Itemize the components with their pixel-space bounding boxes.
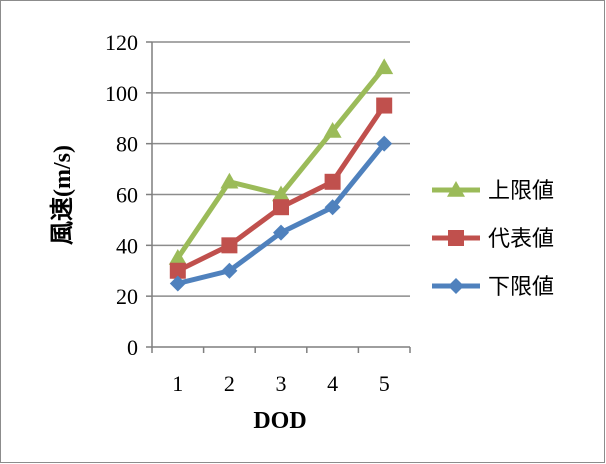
y-tick-label: 40 <box>116 233 138 258</box>
legend-label: 代表値 <box>488 227 554 252</box>
data-point <box>220 172 239 189</box>
series-lines <box>168 58 394 292</box>
x-tick-label: 3 <box>276 371 287 396</box>
legend-item: 下限値 <box>432 275 554 300</box>
data-point <box>221 262 238 279</box>
data-point <box>169 262 186 279</box>
legend-marker <box>447 181 465 197</box>
data-point <box>324 199 341 216</box>
x-tick-label: 2 <box>224 371 235 396</box>
x-tick-label: 4 <box>327 371 338 396</box>
legend-item: 代表値 <box>432 227 554 252</box>
legend-marker <box>448 278 464 294</box>
series-3 <box>169 135 393 292</box>
x-tick-label: 5 <box>379 371 390 396</box>
data-point <box>376 135 393 152</box>
legend-label: 下限値 <box>488 275 554 300</box>
data-point <box>323 121 342 138</box>
data-point <box>169 275 186 292</box>
y-axis-title: 風速(m/s) <box>49 145 76 245</box>
axes: 0 20 40 60 80 100 120 1 2 3 4 5 <box>105 30 411 396</box>
data-point <box>376 97 393 114</box>
y-tick-label: 20 <box>116 284 138 309</box>
legend-label: 上限値 <box>488 179 554 204</box>
data-point <box>272 185 290 202</box>
y-tick-label: 120 <box>105 30 138 55</box>
y-tick-label: 0 <box>127 335 138 360</box>
data-point <box>273 199 289 216</box>
legend-marker <box>448 230 464 246</box>
axis-labels: DOD 風速(m/s) <box>49 145 307 434</box>
series-2 <box>169 97 393 279</box>
x-tick-label: 1 <box>172 371 183 396</box>
y-tick-label: 100 <box>105 81 138 106</box>
data-point <box>168 249 187 265</box>
series-1 <box>168 58 394 265</box>
legend-item: 上限値 <box>432 179 554 204</box>
y-tick-label: 60 <box>116 183 138 208</box>
data-point <box>324 173 341 190</box>
data-point <box>273 224 289 241</box>
y-tick-label: 80 <box>116 132 138 157</box>
gridlines <box>152 41 410 297</box>
data-point <box>221 237 238 254</box>
x-axis-title: DOD <box>253 408 306 434</box>
data-point <box>375 58 394 75</box>
